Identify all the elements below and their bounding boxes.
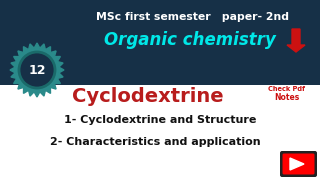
Text: Check Pdf: Check Pdf	[268, 86, 306, 92]
Circle shape	[19, 52, 55, 88]
Polygon shape	[290, 158, 304, 170]
Text: MSc first semester   paper- 2nd: MSc first semester paper- 2nd	[97, 12, 290, 22]
Text: 2- Characteristics and application: 2- Characteristics and application	[50, 137, 260, 147]
Text: 1- Cyclodextrine and Structure: 1- Cyclodextrine and Structure	[64, 115, 256, 125]
Text: 12: 12	[28, 64, 46, 76]
Polygon shape	[287, 29, 305, 52]
FancyBboxPatch shape	[280, 151, 317, 177]
Bar	[0, 0, 320, 85]
Text: Organic chemistry: Organic chemistry	[104, 31, 276, 49]
Text: Cyclodextrine: Cyclodextrine	[72, 87, 224, 105]
Bar	[0, 85, 320, 180]
FancyBboxPatch shape	[283, 154, 315, 174]
Polygon shape	[10, 43, 64, 97]
Text: Notes: Notes	[274, 93, 300, 102]
